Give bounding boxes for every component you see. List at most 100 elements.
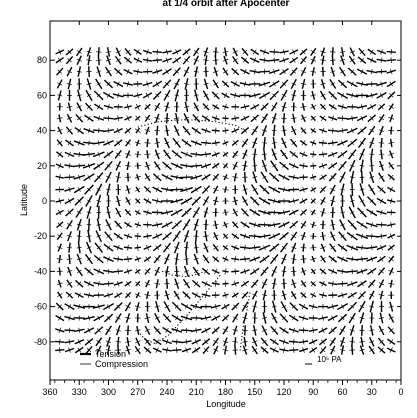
vector-symbol <box>320 47 326 57</box>
vector-symbol <box>230 92 241 99</box>
compression-stroke <box>136 68 139 75</box>
compression-stroke <box>77 187 81 192</box>
track-line <box>137 119 246 132</box>
vector-symbol <box>222 115 229 122</box>
compression-stroke <box>388 129 395 132</box>
compression-stroke <box>58 163 62 169</box>
vector-symbol <box>337 281 348 287</box>
vector-symbol <box>73 174 86 180</box>
compression-stroke <box>87 281 91 287</box>
vector-symbol <box>86 47 92 57</box>
vector-symbol <box>387 338 396 346</box>
vector-symbol <box>106 183 111 196</box>
vector-symbol <box>242 184 248 195</box>
vector-symbol <box>270 312 278 324</box>
compression-stroke <box>263 49 266 55</box>
compression-stroke <box>184 281 189 286</box>
compression-stroke <box>232 50 238 54</box>
compression-stroke <box>66 105 73 108</box>
vector-symbol <box>55 209 64 216</box>
vector-symbol <box>259 57 270 63</box>
compression-stroke <box>244 244 246 251</box>
compression-stroke <box>193 246 199 249</box>
vector-symbol <box>192 266 200 277</box>
compression-stroke <box>331 140 334 146</box>
vector-symbol <box>288 174 300 180</box>
vector-symbol <box>103 243 114 252</box>
compression-stroke <box>312 162 314 170</box>
compression-stroke <box>86 257 92 261</box>
vector-symbol <box>249 208 261 217</box>
compression-stroke <box>253 222 256 228</box>
compression-stroke <box>144 116 151 121</box>
compression-stroke <box>145 198 150 204</box>
vector-symbol <box>329 184 336 195</box>
vector-symbol <box>64 186 75 193</box>
vector-symbol <box>193 230 199 243</box>
compression-stroke <box>106 188 111 191</box>
compression-stroke <box>300 281 307 286</box>
vector-symbol <box>388 279 395 288</box>
vector-symbol <box>96 345 102 355</box>
vector-symbol <box>387 326 395 335</box>
vector-symbol <box>261 290 268 301</box>
vector-symbol <box>319 280 327 287</box>
compression-stroke <box>154 117 160 120</box>
compression-stroke <box>203 187 209 192</box>
vector-symbol <box>320 255 326 263</box>
track-line <box>137 274 222 345</box>
vector-symbol <box>268 185 281 194</box>
vector-symbol <box>203 78 209 90</box>
compression-stroke <box>361 81 363 87</box>
compression-stroke <box>282 339 286 345</box>
vector-symbol <box>202 90 210 101</box>
vector-symbol <box>231 139 239 147</box>
compression-stroke <box>116 233 121 239</box>
compression-stroke <box>330 339 336 344</box>
vector-symbol <box>114 313 122 323</box>
compression-stroke <box>320 268 326 274</box>
compression-stroke <box>282 234 286 239</box>
compression-stroke <box>155 93 160 98</box>
compression-stroke <box>213 339 219 344</box>
compression-stroke <box>193 257 199 261</box>
compression-stroke <box>134 293 141 297</box>
compression-stroke <box>232 164 239 168</box>
vector-symbol <box>387 244 395 251</box>
compression-stroke <box>320 50 326 54</box>
compression-stroke <box>339 340 346 344</box>
compression-stroke <box>135 281 141 287</box>
compression-stroke <box>389 93 394 98</box>
compression-stroke <box>106 175 111 179</box>
compression-stroke <box>331 115 334 122</box>
compression-stroke <box>66 83 73 85</box>
vector-symbol <box>359 159 365 173</box>
compression-stroke <box>164 294 170 297</box>
compression-stroke <box>244 256 246 262</box>
compression-stroke <box>300 116 307 120</box>
vector-symbol <box>73 327 85 333</box>
vector-symbol <box>64 303 75 310</box>
vector-symbol <box>358 148 366 161</box>
compression-stroke <box>66 246 73 249</box>
compression-stroke <box>66 116 73 120</box>
compression-stroke <box>184 70 189 74</box>
vector-symbol <box>277 187 291 192</box>
compression-stroke <box>301 304 306 310</box>
compression-stroke <box>351 115 354 121</box>
vector-symbol <box>212 173 220 181</box>
vector-symbol <box>222 326 229 335</box>
compression-stroke <box>144 164 151 168</box>
vector-symbol <box>300 114 307 123</box>
vector-symbol <box>357 280 367 288</box>
vector-symbol <box>346 80 358 88</box>
vector-symbol <box>337 256 348 262</box>
compression-stroke <box>222 223 229 227</box>
compression-stroke <box>67 128 72 133</box>
vector-symbol <box>310 255 317 263</box>
vector-symbol <box>231 103 240 110</box>
vector-symbol <box>73 140 85 146</box>
compression-stroke <box>146 57 149 63</box>
vector-symbol <box>319 103 327 111</box>
compression-stroke <box>56 117 63 120</box>
